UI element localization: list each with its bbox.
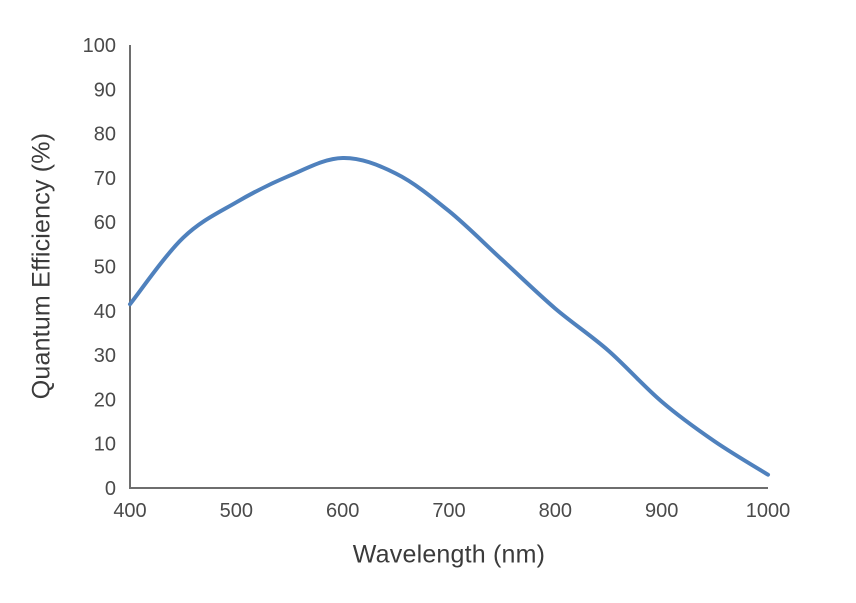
y-tick-label: 80 — [94, 124, 116, 146]
axis-lines — [129, 45, 768, 489]
x-tick-label: 500 — [220, 500, 253, 522]
y-tick-label: 90 — [94, 79, 116, 101]
x-tick-label: 900 — [645, 500, 678, 522]
y-axis-title: Quantum Efficiency (%) — [27, 132, 56, 400]
x-tick-label: 700 — [432, 500, 465, 522]
x-axis-title: Wavelength (nm) — [352, 540, 546, 569]
x-tick-label: 400 — [113, 500, 146, 522]
y-tick-label: 20 — [94, 389, 116, 411]
y-tick-label: 40 — [94, 301, 116, 323]
x-tick-label: 800 — [539, 500, 572, 522]
y-tick-label: 30 — [94, 345, 116, 367]
y-tick-label: 70 — [94, 168, 116, 190]
qe-curve — [128, 155, 770, 477]
y-tick-label: 0 — [105, 478, 116, 500]
x-tick-label: 1000 — [746, 500, 791, 522]
x-tick-label: 600 — [326, 500, 359, 522]
y-tick-label: 100 — [83, 35, 116, 57]
y-tick-label: 50 — [94, 257, 116, 279]
y-tick-label: 60 — [94, 212, 116, 234]
y-tick-label: 10 — [94, 434, 116, 456]
